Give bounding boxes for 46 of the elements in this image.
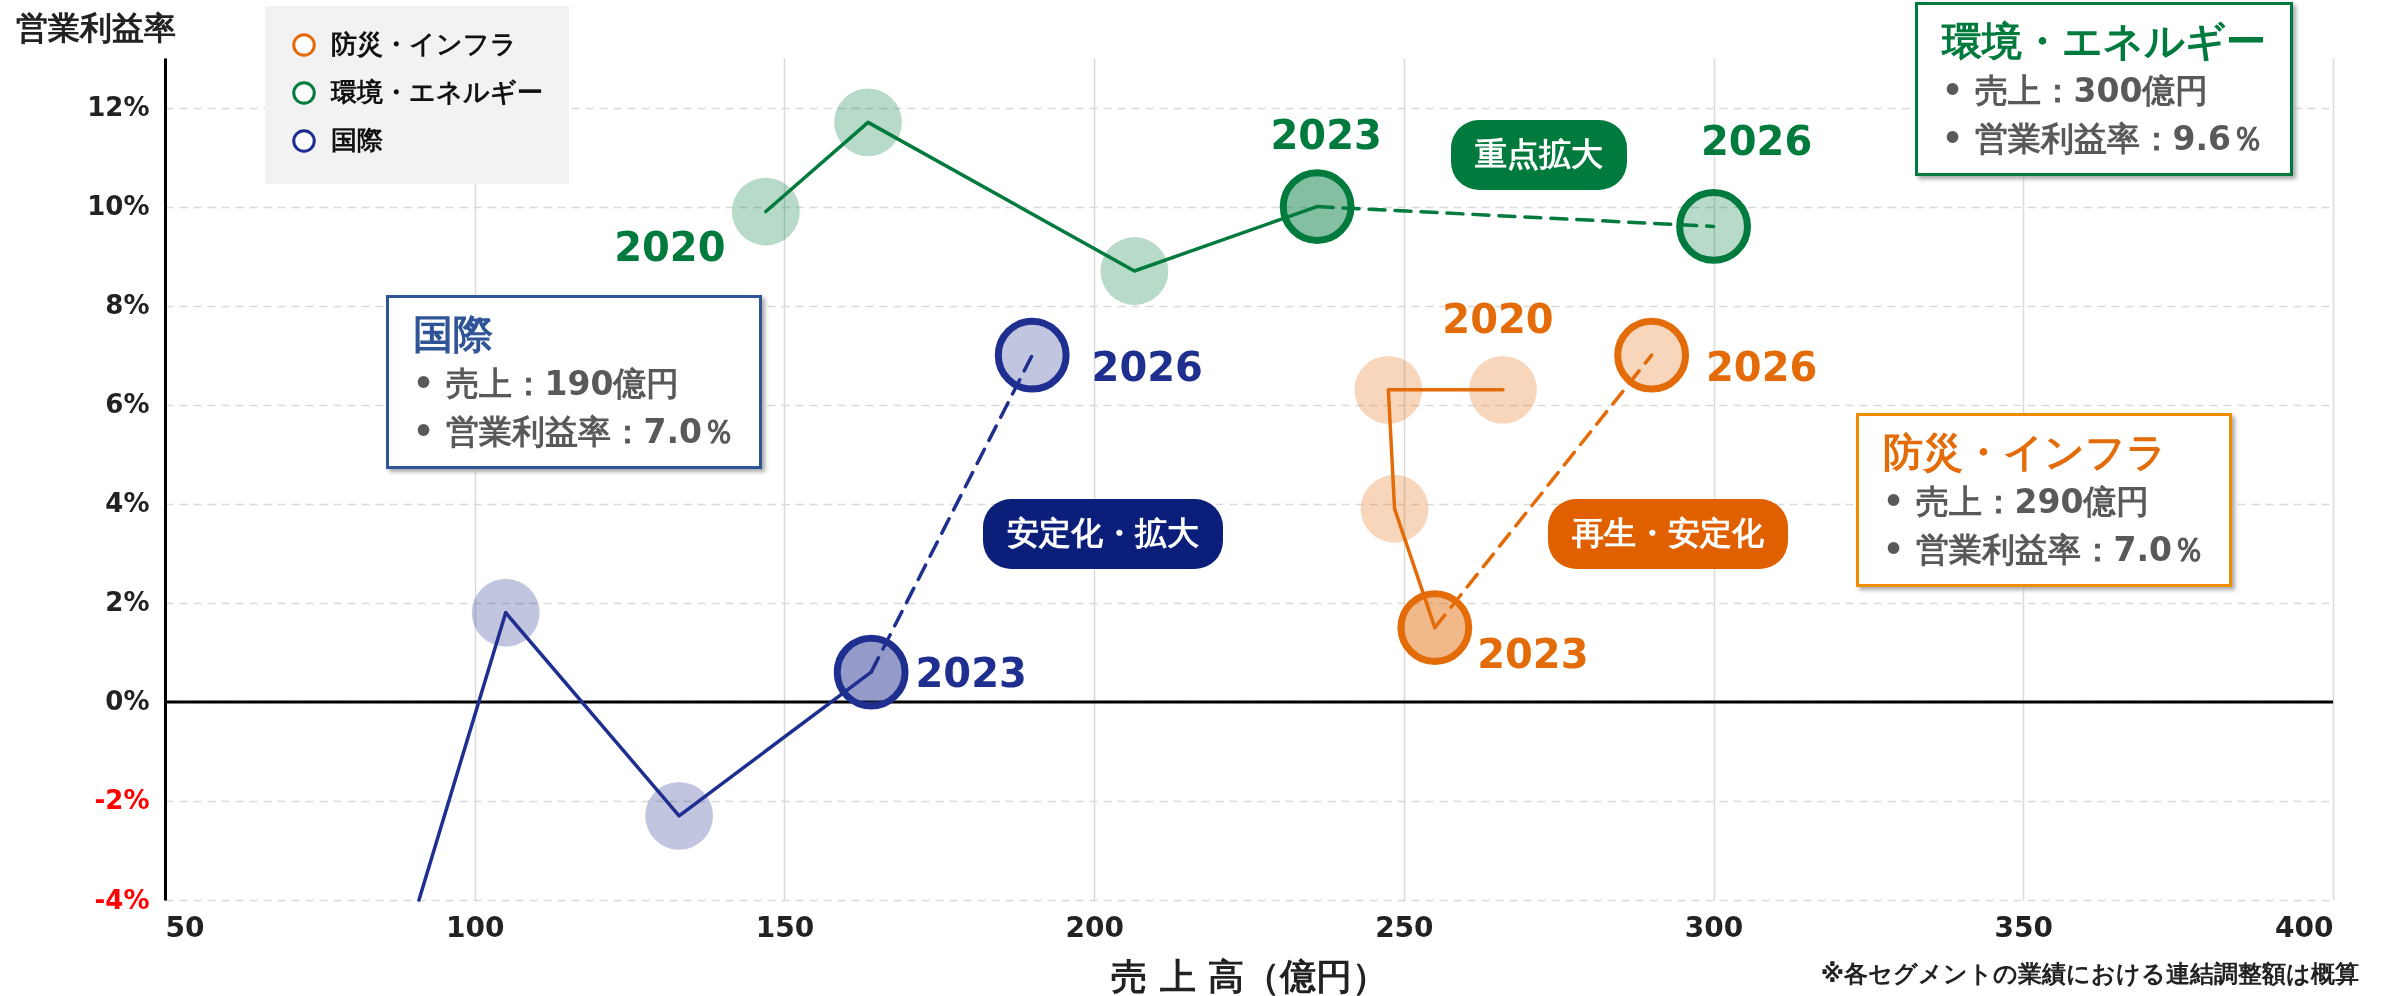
y-tick-label: -2% — [94, 785, 150, 816]
annotation: 2026 — [1700, 118, 1813, 165]
label-pill: 重点拡大 — [1451, 120, 1627, 190]
x-tick-label: 300 — [1684, 910, 1744, 944]
y-tick-label: 10% — [87, 191, 150, 222]
annotation: 2023 — [1477, 630, 1589, 677]
y-tick-label: 6% — [105, 389, 150, 420]
annotation: 防災・インフラ — [1883, 428, 2168, 477]
y-tick-label: 12% — [87, 92, 150, 123]
callout-box: 国際 • 売上：190億円 • 営業利益率：7.0％ — [386, 295, 763, 469]
x-axis-title: 売 上 高（億円） — [1110, 955, 1389, 996]
annotation: 2023 — [915, 650, 1027, 697]
y-axis-title: 営業利益率 — [15, 8, 176, 47]
x-tick-label: 400 — [2275, 910, 2334, 944]
annotation: 環境・エネルギー — [1942, 17, 2266, 66]
x-tick-label: 350 — [1994, 910, 2054, 944]
annotation: • 売上：290億円 — [1883, 481, 2151, 523]
x-tick-label: 250 — [1375, 910, 1434, 944]
y-tick-label: 4% — [105, 488, 150, 519]
x-tick-label: 200 — [1065, 910, 1124, 944]
y-tick-label: 8% — [105, 290, 150, 321]
annotation: 2026 — [1705, 344, 1818, 391]
y-tick-label: 2% — [105, 587, 150, 618]
legend-label: 国際 — [331, 125, 384, 155]
callout-box: 環境・エネルギー • 売上：300億円 • 営業利益率：9.6％ — [1915, 2, 2293, 176]
legend-label: 環境・エネルギー — [330, 77, 543, 107]
annotation: 2026 — [1091, 344, 1203, 391]
x-tick-label: 50 — [165, 910, 205, 944]
annotation: • 売上：300億円 — [1942, 70, 2210, 112]
annotation: 2020 — [614, 223, 726, 270]
label-pill: 再生・安定化 — [1548, 499, 1788, 569]
x-tick-label: 100 — [445, 910, 505, 944]
label-pill: 安定化・拡大 — [983, 499, 1223, 569]
annotation: 2023 — [1270, 111, 1382, 158]
annotation: • 営業利益率：7.0％ — [1883, 529, 2206, 571]
annotation: • 営業利益率：9.6％ — [1942, 118, 2266, 160]
annotation: 国際 — [413, 310, 494, 359]
x-tick-label: 150 — [755, 910, 815, 944]
annotation: 2020 — [1442, 295, 1554, 342]
callout-box: 防災・インフラ • 売上：290億円 • 営業利益率：7.0％ — [1856, 413, 2233, 587]
legend-label: 防災・インフラ — [331, 29, 517, 59]
y-tick-label: 0% — [105, 686, 150, 717]
y-tick-label: -4% — [94, 884, 150, 915]
annotation: • 営業利益率：7.0％ — [413, 411, 736, 453]
text: ※各セグメントの業績における連結調整額は概算 — [1820, 959, 2359, 990]
annotation: • 売上：190億円 — [413, 363, 681, 405]
